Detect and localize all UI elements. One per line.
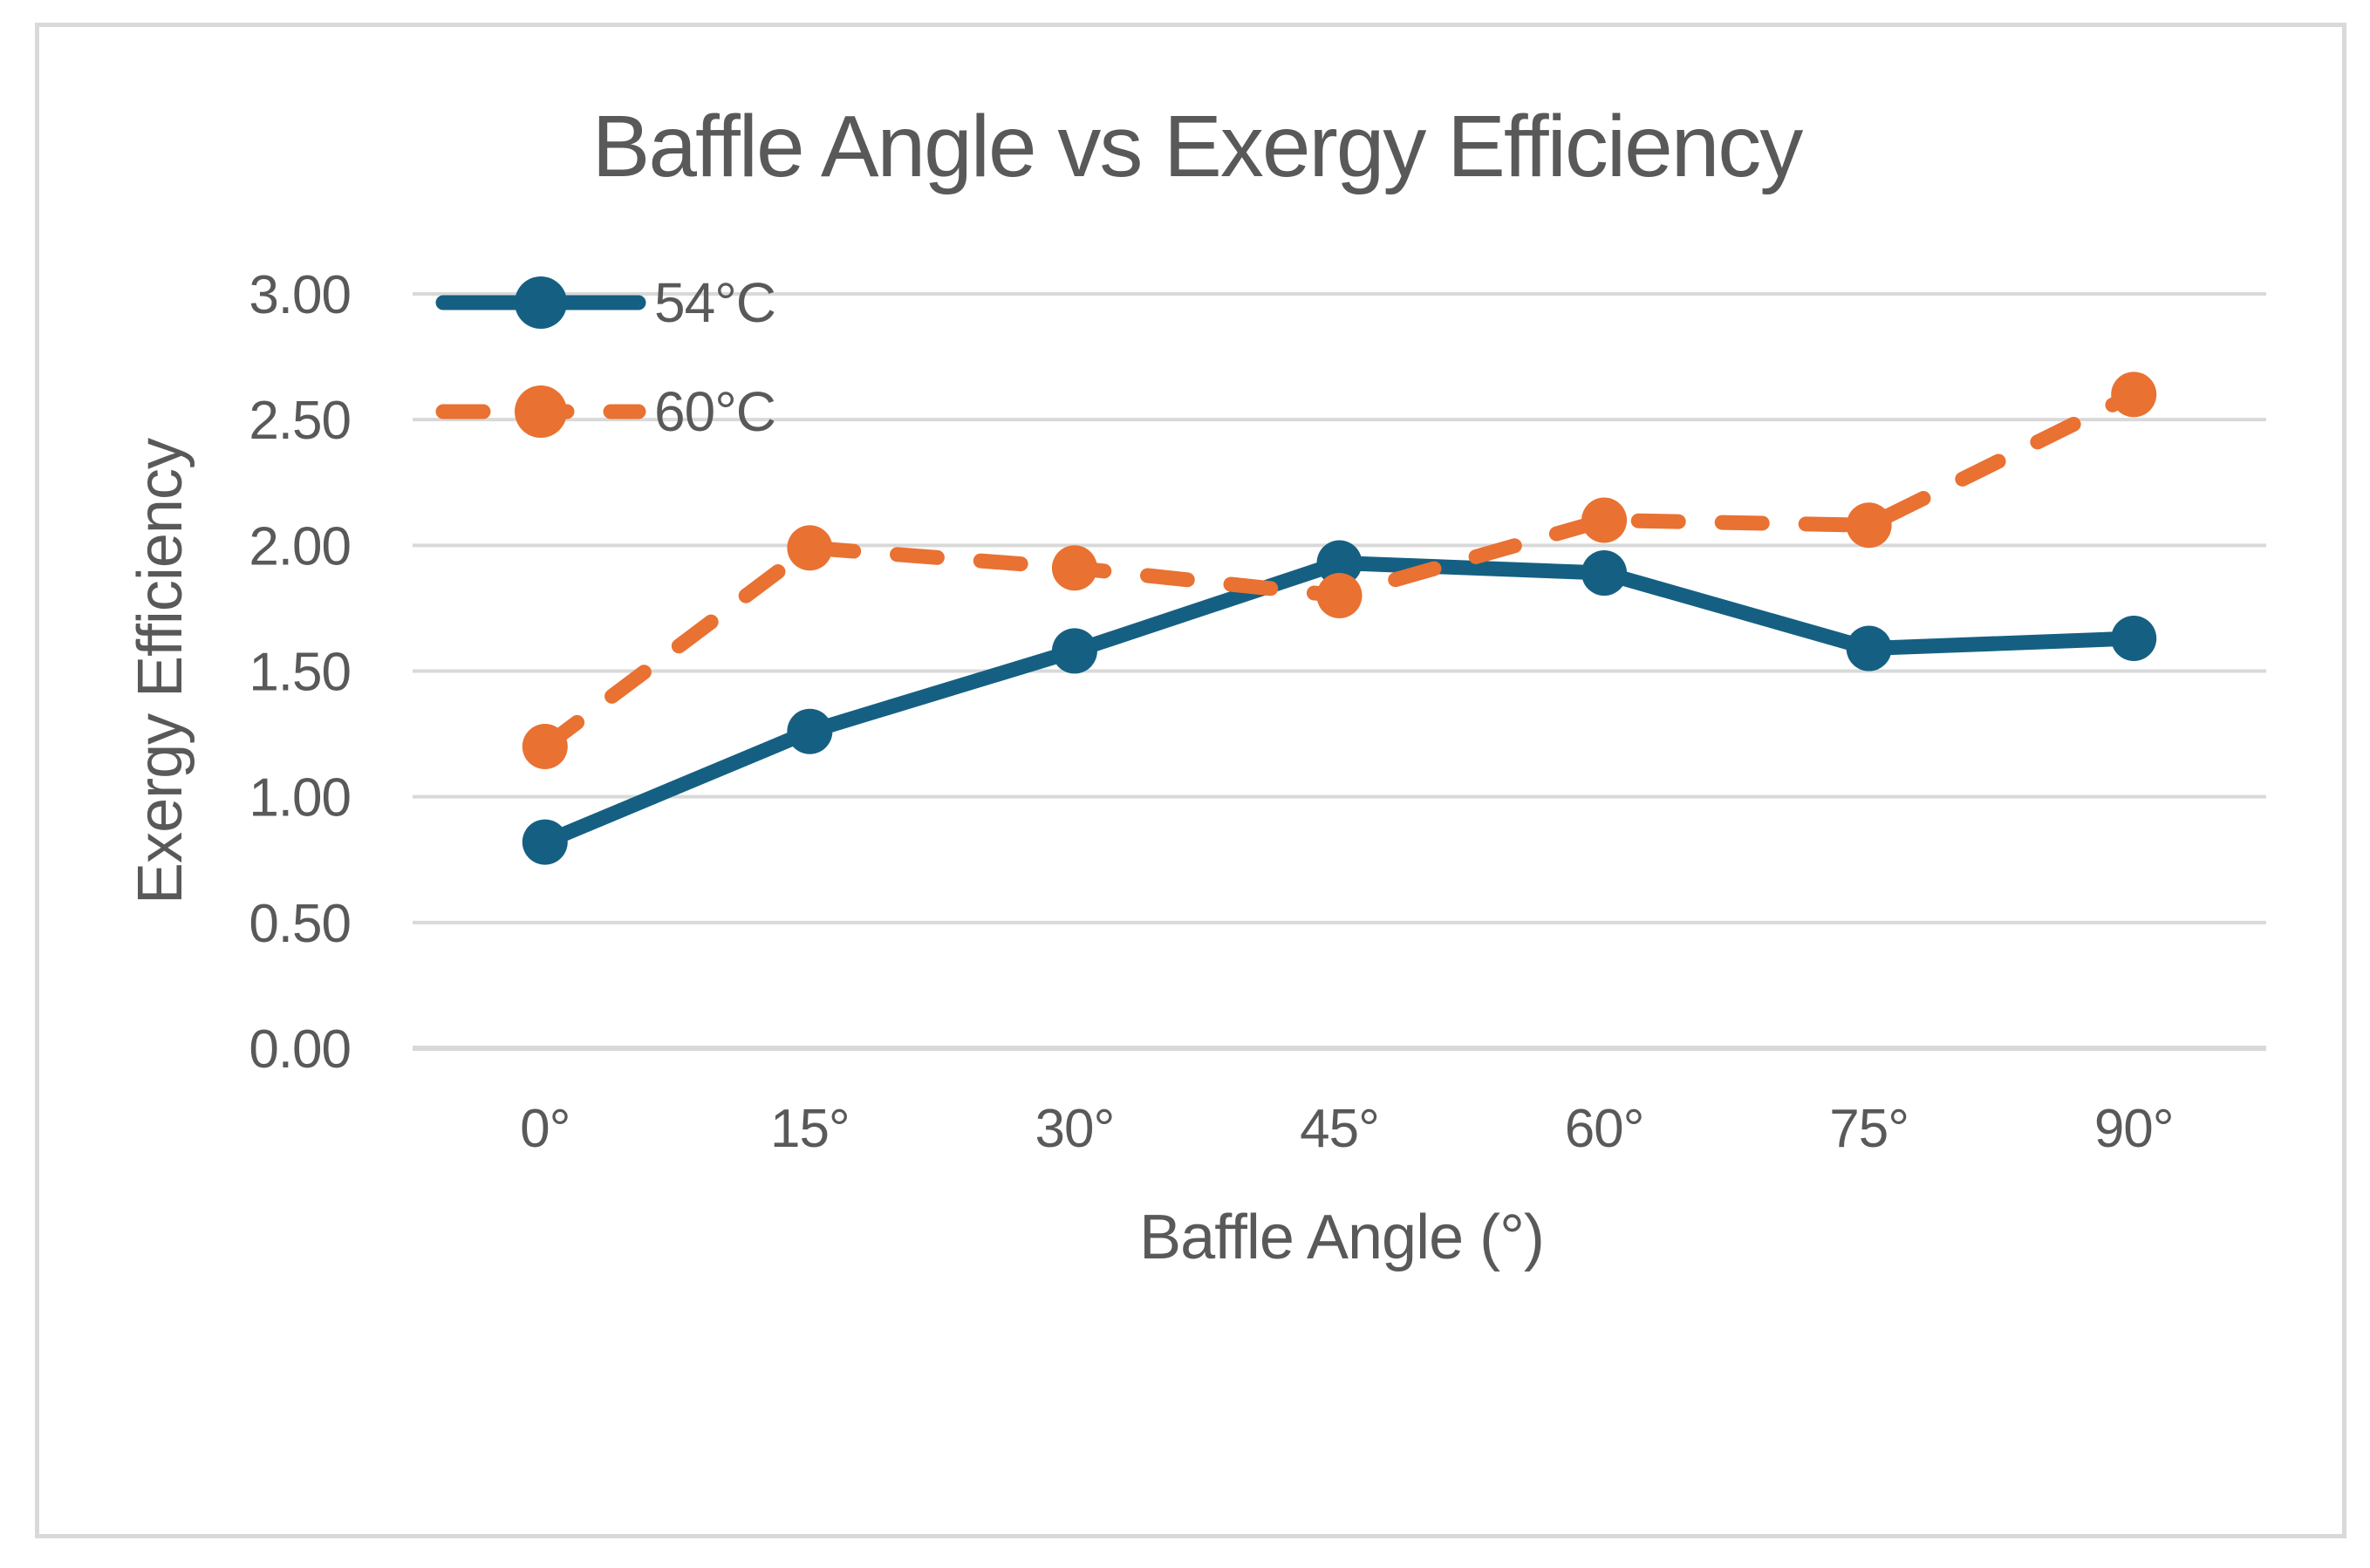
x-axis-title[interactable]: Baffle Angle (°): [1139, 1203, 1545, 1272]
y-tick-label: 0.00: [249, 1019, 351, 1080]
legend-label-54c[interactable]: 54°C: [654, 271, 776, 334]
y-axis-title[interactable]: Exergy Efficiency: [126, 438, 195, 904]
x-tick-label: 30°: [1035, 1099, 1115, 1159]
legend-swatch-marker-54°C[interactable]: [515, 276, 567, 329]
data-point-60°C-75°[interactable]: [1846, 502, 1892, 549]
y-tick-label: 0.50: [249, 894, 351, 954]
y-tick-label: 2.50: [249, 391, 351, 451]
data-point-54°C-60°[interactable]: [1581, 550, 1628, 597]
series-group: [522, 372, 2157, 865]
y-tick-label: 2.00: [249, 516, 351, 576]
data-point-54°C-0°[interactable]: [522, 819, 568, 865]
x-tick-label: 15°: [770, 1099, 850, 1159]
tick-labels-group: 0.00 0.50 1.00 1.50 2.00 2.50 3.00 0° 15° 30° 45° 6…: [249, 265, 2174, 1159]
x-tick-label: 60°: [1565, 1099, 1644, 1159]
legend-swatch-marker-60°C[interactable]: [515, 385, 567, 438]
y-tick-label: 3.00: [249, 265, 351, 325]
data-point-60°C-0°[interactable]: [522, 724, 568, 769]
x-tick-label: 90°: [2094, 1099, 2174, 1159]
data-point-54°C-15°[interactable]: [787, 708, 833, 754]
data-point-60°C-90°[interactable]: [2111, 372, 2157, 418]
y-tick-label: 1.00: [249, 768, 351, 828]
data-point-60°C-45°[interactable]: [1316, 573, 1363, 618]
chart-title[interactable]: Baffle Angle vs Exergy Efficiency: [592, 98, 1806, 195]
data-point-60°C-15°[interactable]: [787, 525, 833, 571]
data-point-54°C-75°[interactable]: [1846, 625, 1892, 672]
data-point-54°C-90°[interactable]: [2111, 616, 2157, 662]
x-tick-label: 0°: [520, 1099, 570, 1159]
x-tick-label: 75°: [1829, 1099, 1909, 1159]
y-tick-label: 1.50: [249, 643, 351, 703]
data-point-60°C-30°[interactable]: [1051, 545, 1097, 591]
data-point-60°C-60°[interactable]: [1581, 497, 1628, 543]
legend-group: [435, 276, 646, 438]
chart-frame[interactable]: [35, 23, 2346, 1538]
data-point-54°C-45°[interactable]: [1316, 540, 1363, 586]
legend-label-60c[interactable]: 60°C: [654, 380, 776, 443]
data-point-54°C-30°[interactable]: [1051, 628, 1097, 674]
x-tick-label: 45°: [1300, 1099, 1379, 1159]
